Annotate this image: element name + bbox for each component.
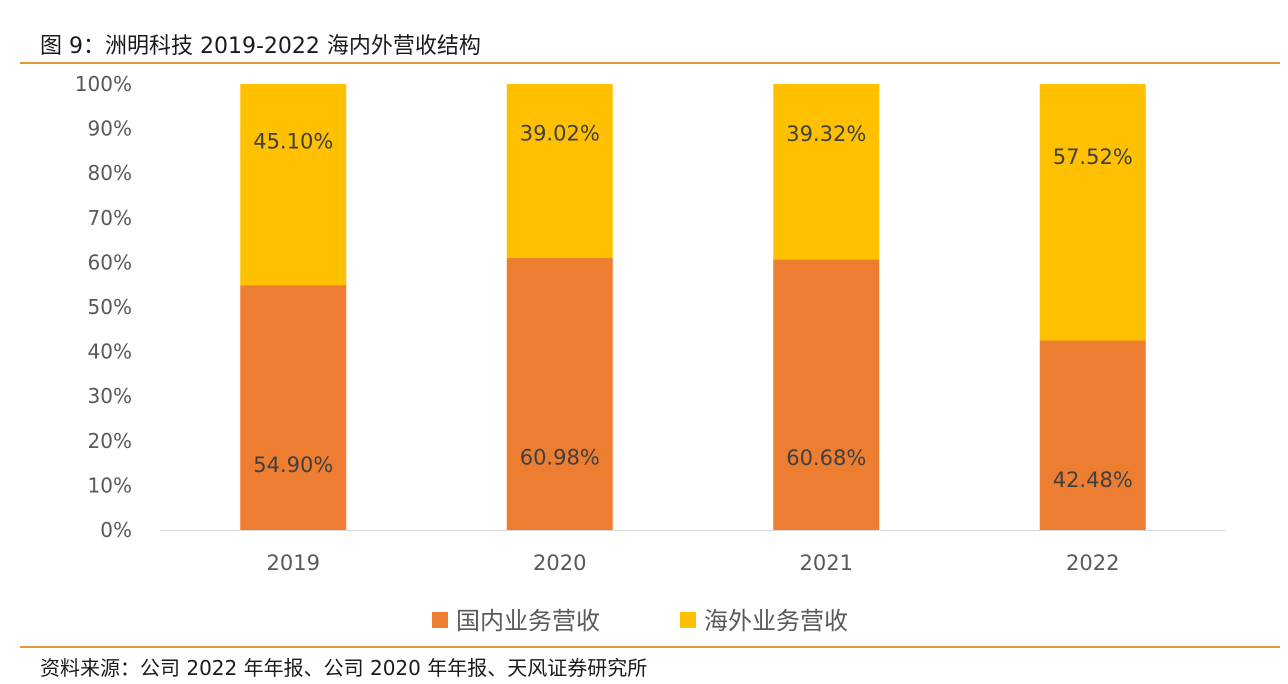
source-note: 资料来源：公司 2022 年年报、公司 2020 年年报、天风证券研究所 xyxy=(40,656,648,680)
y-tick-label: 20% xyxy=(88,429,132,453)
data-label: 39.02% xyxy=(520,122,600,146)
data-label: 54.90% xyxy=(253,453,333,477)
y-tick-label: 90% xyxy=(88,117,132,141)
y-tick-label: 40% xyxy=(88,340,132,364)
y-tick-label: 80% xyxy=(88,161,132,185)
data-label: 60.68% xyxy=(786,446,866,470)
legend-swatch-overseas xyxy=(680,612,696,628)
bar-segment-2022-overseas xyxy=(1039,84,1146,341)
y-tick-label: 70% xyxy=(88,206,132,230)
bar-segment-2021-overseas xyxy=(773,84,880,260)
data-label: 45.10% xyxy=(253,129,333,153)
figure-title: 图 9：洲明科技 2019-2022 海内外营收结构 xyxy=(40,34,481,59)
data-label: 60.98% xyxy=(520,446,600,470)
legend-swatch-domestic xyxy=(432,612,448,628)
y-tick-label: 30% xyxy=(88,384,132,408)
data-label: 42.48% xyxy=(1053,468,1133,492)
y-tick-label: 10% xyxy=(88,473,132,497)
x-tick-label: 2020 xyxy=(533,551,586,575)
data-label: 57.52% xyxy=(1053,145,1133,169)
bar-segment-2021-domestic xyxy=(773,259,880,530)
bar-segment-2022-domestic xyxy=(1039,340,1146,530)
bar-segment-2020-overseas xyxy=(506,84,613,259)
y-tick-label: 0% xyxy=(100,518,132,542)
y-tick-label: 100% xyxy=(75,72,132,96)
y-tick-label: 60% xyxy=(88,250,132,274)
x-tick-label: 2021 xyxy=(800,551,853,575)
x-tick-label: 2019 xyxy=(267,551,320,575)
y-tick-label: 50% xyxy=(88,295,132,319)
top-divider xyxy=(20,62,1280,64)
legend-label: 海外业务营收 xyxy=(704,607,848,635)
bar-segment-2020-domestic xyxy=(506,258,613,530)
data-label: 39.32% xyxy=(786,122,866,146)
bar-segment-2019-domestic xyxy=(240,285,347,530)
x-tick-label: 2022 xyxy=(1066,551,1119,575)
legend-label: 国内业务营收 xyxy=(456,607,600,635)
bottom-divider xyxy=(20,646,1280,648)
bar-segment-2019-overseas xyxy=(240,84,347,286)
